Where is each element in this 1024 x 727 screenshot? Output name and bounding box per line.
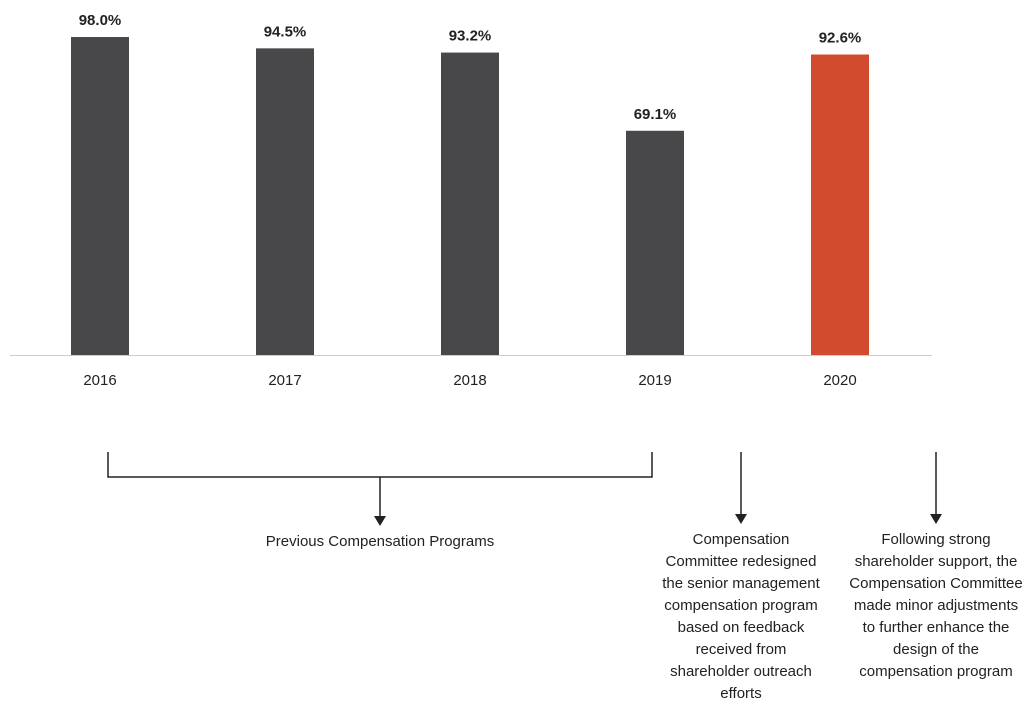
arrowheads [374, 514, 942, 526]
arrowhead [735, 514, 747, 524]
annotation: Following strong shareholder support, th… [849, 531, 1023, 680]
annotation: Compensation Committee redesigned the se… [662, 531, 820, 702]
bar [626, 130, 684, 355]
bar [811, 54, 869, 355]
value-label: 92.6% [819, 30, 862, 47]
x-tick-label: 2019 [638, 372, 671, 389]
x-tick-label: 2016 [83, 372, 116, 389]
value-label: 93.2% [449, 28, 492, 45]
bar [71, 36, 129, 356]
x-tick-label: 2018 [453, 372, 486, 389]
annotation: Previous Compensation Programs [265, 533, 495, 550]
value-label: 69.1% [634, 106, 677, 123]
x-tick-label: 2020 [823, 372, 856, 389]
arrowhead [374, 516, 386, 526]
value-label: 98.0% [79, 12, 122, 29]
arrowhead [930, 514, 942, 524]
bar [441, 52, 499, 355]
x-tick-label: 2017 [268, 372, 301, 389]
value-label: 94.5% [264, 23, 307, 40]
bracket [107, 452, 937, 518]
bar [256, 48, 314, 355]
bracket-line [107, 452, 653, 478]
